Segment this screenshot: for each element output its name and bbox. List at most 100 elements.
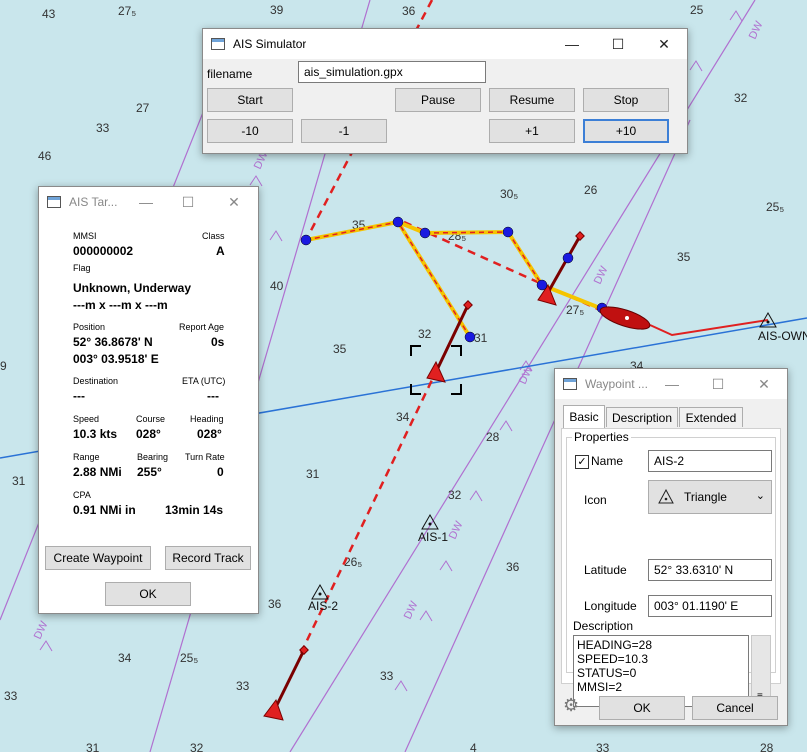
depth-sounding: 4 <box>470 741 477 752</box>
ais-simulator-titlebar[interactable]: AIS Simulator — ☐ ✕ <box>203 29 687 59</box>
close-icon[interactable]: ✕ <box>758 375 770 392</box>
depth-sounding: 30₅ <box>500 187 518 201</box>
create-waypoint-button[interactable]: Create Waypoint <box>45 546 151 570</box>
ais-target-titlebar[interactable]: AIS Tar... — ☐ ✕ <box>39 187 258 217</box>
bearing-value: 255° <box>137 465 162 479</box>
plus-1-button[interactable]: +1 <box>489 119 575 143</box>
depth-sounding: 25 <box>690 3 704 17</box>
range-label: Range <box>73 452 100 462</box>
depth-sounding: 33 <box>4 689 18 703</box>
chevron-down-icon: ⌄ <box>755 490 765 502</box>
depth-sounding: 31 <box>12 474 26 488</box>
cancel-button[interactable]: Cancel <box>692 696 778 720</box>
description-line: HEADING=28 <box>577 638 653 652</box>
app-icon <box>211 38 225 50</box>
destination-label: Destination <box>73 376 119 386</box>
depth-sounding: 33 <box>96 121 110 135</box>
ais-target-vessels[interactable] <box>263 283 557 721</box>
icon-label: Icon <box>584 493 607 507</box>
own-ship[interactable] <box>598 302 652 333</box>
depth-sounding: 39 <box>270 3 284 17</box>
depth-sounding: 33 <box>380 669 394 683</box>
flag-label: Flag <box>73 263 91 273</box>
resume-button[interactable]: Resume <box>489 88 575 112</box>
heading-value: 028° <box>197 427 222 441</box>
ais-waypoint-markers[interactable] <box>311 311 777 600</box>
close-icon[interactable]: ✕ <box>228 193 240 210</box>
ok-button[interactable]: OK <box>105 582 191 606</box>
minimize-icon[interactable]: — <box>139 194 153 210</box>
minimize-icon[interactable]: — <box>565 36 579 52</box>
app-icon <box>563 378 577 390</box>
depth-sounding: 28 <box>760 741 774 752</box>
turn-rate-label: Turn Rate <box>185 452 225 462</box>
maximize-icon[interactable]: ☐ <box>711 375 725 392</box>
depth-sounding: 25₅ <box>180 651 198 665</box>
maximize-icon[interactable]: ☐ <box>611 35 625 52</box>
waypoint-titlebar[interactable]: Waypoint ... — ☐ ✕ <box>555 369 787 399</box>
name-input[interactable]: AIS-2 <box>648 450 772 472</box>
waypoint-properties-window[interactable]: Waypoint ... — ☐ ✕ Basic Description Ext… <box>554 368 788 726</box>
tab-extended[interactable]: Extended <box>679 407 743 427</box>
description-line: SPEED=10.3 <box>577 652 649 666</box>
nav-status: Unknown, Underway <box>73 281 192 295</box>
heading-label: Heading <box>190 414 224 424</box>
depth-sounding: 36 <box>506 560 520 574</box>
destination-value: --- <box>73 389 85 403</box>
svg-text:DW: DW <box>747 19 766 41</box>
app-icon <box>47 196 61 208</box>
depth-sounding: 32 <box>448 488 462 502</box>
record-track-button[interactable]: Record Track <box>165 546 251 570</box>
ais-1-label: AIS-1 <box>418 530 448 544</box>
icon-select-value: Triangle <box>684 490 727 504</box>
ais-2-label: AIS-2 <box>308 599 338 613</box>
triangle-icon <box>658 488 674 505</box>
mmsi-value: 000000002 <box>73 244 134 258</box>
depth-sounding: 35 <box>677 250 691 264</box>
filename-input[interactable]: ais_simulation.gpx <box>298 61 486 83</box>
ais-target-window[interactable]: AIS Tar... — ☐ ✕ MMSI Class 000000002 A … <box>38 186 259 614</box>
maximize-icon[interactable]: ☐ <box>181 193 195 210</box>
dimensions: ---m x ---m x ---m <box>73 298 168 312</box>
plus-10-button[interactable]: +10 <box>583 119 669 143</box>
tab-basic[interactable]: Basic <box>563 405 605 428</box>
minus-10-button[interactable]: -10 <box>207 119 293 143</box>
ok-button[interactable]: OK <box>599 696 685 720</box>
window-title: AIS Simulator <box>233 37 307 51</box>
depth-sounding: 28 <box>486 430 500 444</box>
name-checkbox[interactable]: ✓ <box>575 455 589 469</box>
description-line: MMSI=2 <box>577 680 623 694</box>
depth-sounding: 27₅ <box>566 303 584 317</box>
depth-sounding: 46 <box>38 149 52 163</box>
speed-label: Speed <box>73 414 100 424</box>
settings-gear-icon[interactable]: ⚙ <box>563 695 580 715</box>
own-ship-track <box>649 319 769 337</box>
longitude-input[interactable]: 003° 01.1190' E <box>648 595 772 617</box>
class-value: A <box>216 244 225 258</box>
selection-brackets <box>410 345 462 395</box>
speed-value: 10.3 kts <box>73 427 118 441</box>
latitude-input[interactable]: 52° 33.6310' N <box>648 559 772 581</box>
window-title: Waypoint ... <box>585 377 648 391</box>
start-button[interactable]: Start <box>207 88 293 112</box>
depth-sounding: 25₅ <box>766 200 784 214</box>
stop-button[interactable]: Stop <box>583 88 669 112</box>
cpa-label: CPA <box>73 490 91 500</box>
route-waypoints[interactable] <box>300 216 608 343</box>
depth-sounding: 32 <box>190 741 204 752</box>
class-label: Class <box>202 231 225 241</box>
close-icon[interactable]: ✕ <box>658 35 670 52</box>
tab-description[interactable]: Description <box>606 407 678 427</box>
pause-button[interactable]: Pause <box>395 88 481 112</box>
icon-select[interactable]: Triangle ⌄ <box>648 480 772 514</box>
minimize-icon[interactable]: — <box>665 376 679 392</box>
depth-sounding: 27 <box>136 101 150 115</box>
minus-1-button[interactable]: -1 <box>301 119 387 143</box>
depth-sounding: 32 <box>734 91 748 105</box>
depth-sounding: 26₅ <box>344 555 362 569</box>
description-textarea[interactable]: HEADING=28 SPEED=10.3 STATUS=0 MMSI=2 <box>573 635 749 707</box>
ais-simulator-window[interactable]: AIS Simulator — ☐ ✕ filename ais_simulat… <box>202 28 688 154</box>
depth-sounding: 43 <box>42 7 56 21</box>
description-line: STATUS=0 <box>577 666 637 680</box>
